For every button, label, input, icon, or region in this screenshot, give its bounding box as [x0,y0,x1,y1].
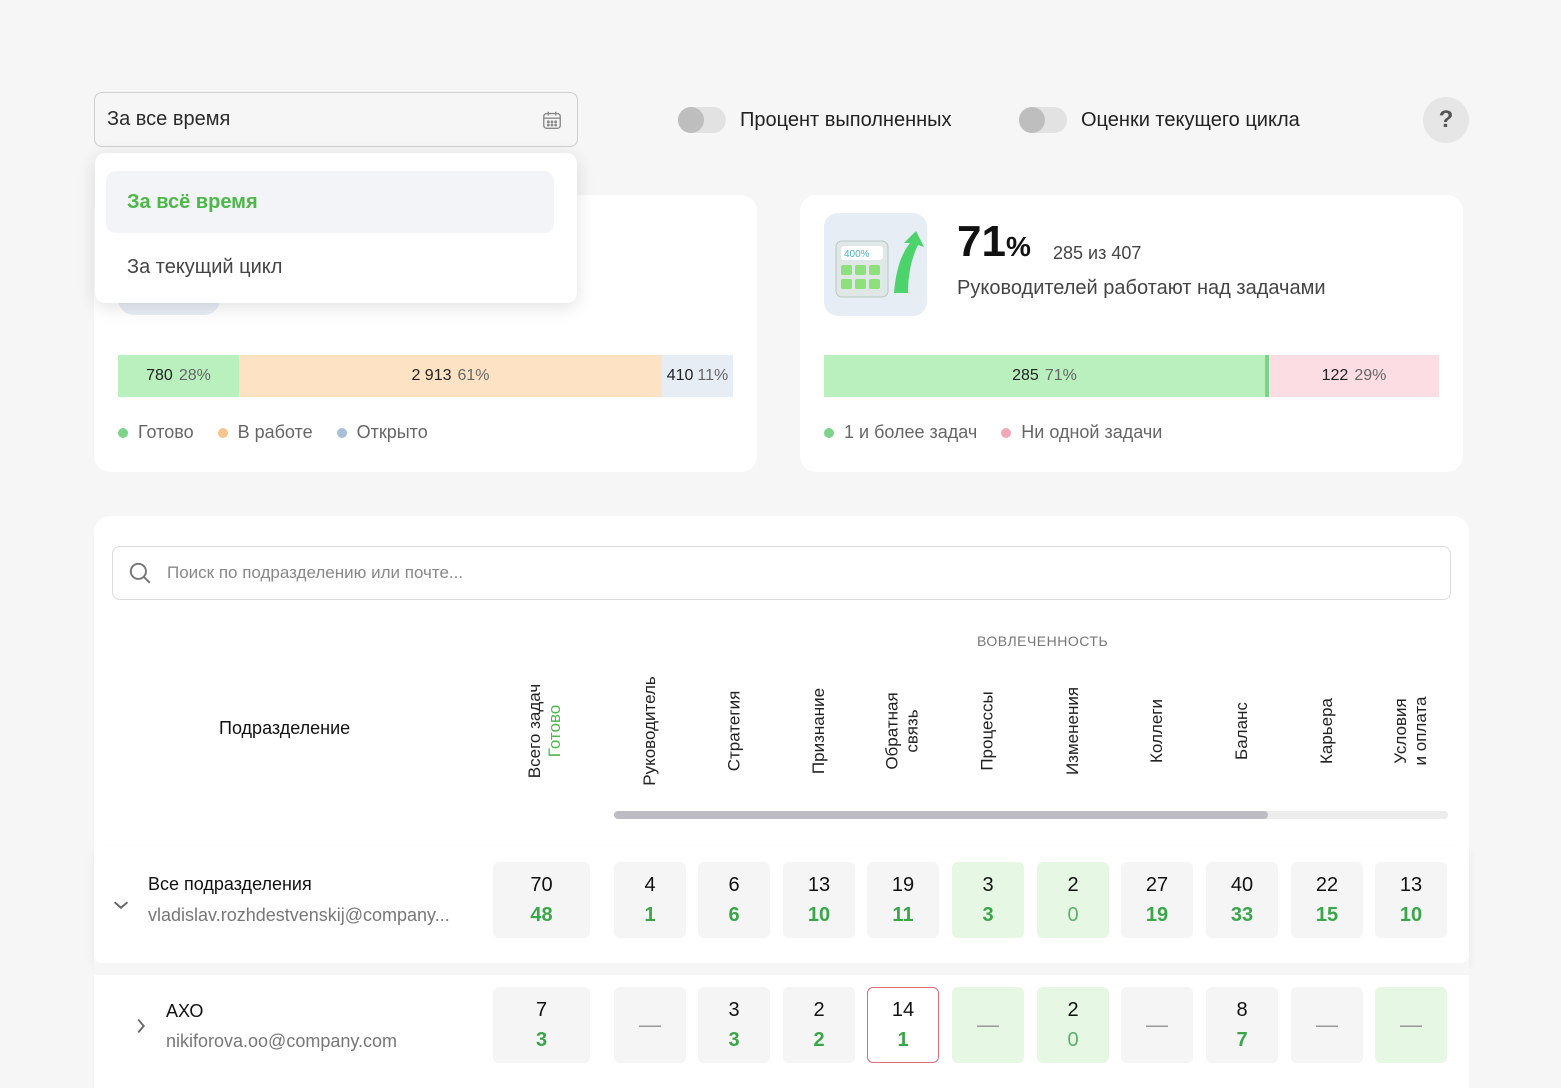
managers-subtitle: Руководителей работают над задачами [957,277,1326,299]
column-header-processes[interactable]: Процессы [978,691,998,771]
column-header-balance[interactable]: Баланс [1232,702,1251,760]
legend-dot [824,427,834,438]
cell-feedback[interactable]: 14 1 [867,987,939,1063]
search-input[interactable] [167,563,1367,583]
chevron-right-icon[interactable] [130,1015,152,1037]
dropdown-option-current-cycle[interactable]: За текущий цикл [127,255,283,278]
cell-feedback[interactable]: 19 11 [867,862,939,938]
cell-colleagues[interactable]: — [1121,987,1193,1063]
cell-conditions-pay[interactable]: 13 10 [1375,862,1447,938]
column-header-changes[interactable]: Изменения [1063,686,1082,776]
legend-dot [217,427,228,438]
department-email: nikiforova.oo@company.com [166,1031,398,1051]
chevron-down-icon[interactable] [110,894,132,916]
managers-of-total: 285 из 407 [1053,243,1142,263]
column-header-strategy[interactable]: Стратегия [724,690,743,772]
toggle-completed-label: Процент выполненных [740,108,952,131]
table-row[interactable]: Все подразделения vladislav.rozhdestvens… [94,846,1469,963]
managers-summary-card: 400% 71% 285 из 407 Руководителей работа… [800,195,1463,472]
departments-table-panel: ВОВЛЕЧЕННОСТЬ Подразделение Всего задачГ… [94,516,1469,1088]
legend-item-with-tasks: 1 и более задач [824,422,977,443]
toggle-completed-percent[interactable]: Процент выполненных [678,100,952,140]
legend-item-no-tasks: Ни одной задачи [1001,422,1162,443]
period-select-value: За все время [107,108,231,130]
period-dropdown-menu: За всё время За текущий цикл [95,153,577,303]
managers-bar: 285 71% 122 29% [824,355,1439,397]
horizontal-scrollbar[interactable] [614,811,1448,819]
bar-segment-done: 780 28% [118,355,239,397]
bar-segment-in-progress: 2 913 61% [239,355,662,397]
cell-career[interactable]: — [1291,987,1363,1063]
period-select[interactable]: За все время [94,92,578,147]
calculator-icon: 400% [824,213,927,316]
bar-segment-with-tasks: 285 71% [824,355,1269,397]
cell-colleagues[interactable]: 27 19 [1121,862,1193,938]
tasks-status-bar: 780 28% 2 913 61% 410 11% [118,355,733,397]
cell-manager[interactable]: — [614,987,686,1063]
legend-item-open: Открыто [336,422,428,443]
bar-segment-open: 410 11% [662,355,733,397]
help-button[interactable]: ? [1423,97,1469,143]
cell-recognition[interactable]: 13 10 [783,862,855,938]
toggle-switch[interactable] [678,107,726,133]
managers-percent: 71% [957,217,1031,266]
row-divider [94,963,1469,975]
cell-total-tasks[interactable]: 70 48 [493,862,590,938]
managers-legend: 1 и более задач Ни одной задачи [824,422,1186,443]
legend-item-done: Готово [118,422,194,443]
legend-item-in-progress: В работе [217,422,313,443]
department-name[interactable]: АХО [166,1001,204,1021]
cell-conditions-pay[interactable]: — [1375,987,1447,1063]
column-header-feedback[interactable]: Обратная связь [883,692,922,770]
tasks-legend: Готово В работе Открыто [118,422,452,443]
column-header-department[interactable]: Подразделение [219,718,351,738]
cell-processes[interactable]: — [952,987,1024,1063]
legend-dot [118,427,128,438]
search-icon [129,562,151,584]
department-email: vladislav.rozhdestvenskij@company... [148,905,450,925]
legend-dot [336,427,347,438]
scrollbar-thumb[interactable] [614,811,1268,819]
cell-balance[interactable]: 40 33 [1206,862,1278,938]
toggle-current-cycle-label: Оценки текущего цикла [1081,108,1300,131]
cell-career[interactable]: 22 15 [1291,862,1363,938]
svg-text:400%: 400% [844,249,870,260]
engagement-group-title: ВОВЛЕЧЕННОСТЬ [977,633,1109,649]
column-header-career[interactable]: Карьера [1316,697,1336,765]
column-header-colleagues[interactable]: Коллеги [1146,699,1166,763]
calendar-icon [543,111,561,129]
column-header-recognition[interactable]: Признание [809,687,828,775]
search-box[interactable] [112,546,1451,600]
toggle-switch[interactable] [1019,107,1067,133]
department-name[interactable]: Все подразделения [148,874,312,894]
column-header-total-tasks[interactable]: Всего задач Готово [525,683,564,779]
column-header-conditions-pay[interactable]: Условия и оплата [1391,696,1430,766]
column-header-manager[interactable]: Руководитель [640,676,659,786]
toggle-current-cycle[interactable]: Оценки текущего цикла [1019,100,1300,140]
dropdown-option-all-time[interactable]: За всё время [106,171,554,233]
legend-dot [1001,427,1012,438]
bar-segment-no-tasks: 122 29% [1269,355,1439,397]
